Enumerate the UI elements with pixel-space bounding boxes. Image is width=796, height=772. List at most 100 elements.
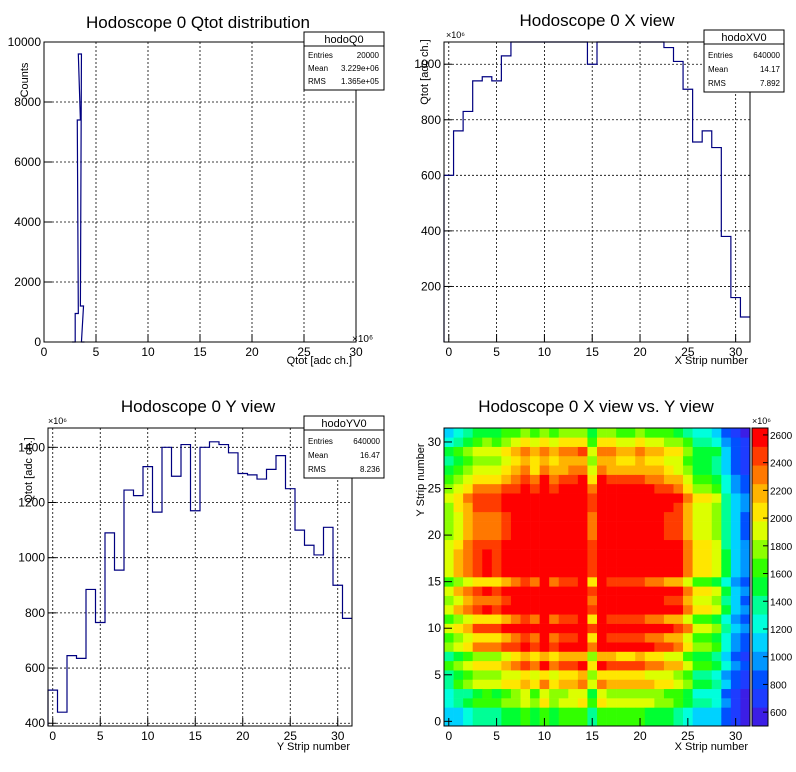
heatmap-cell-22-24 [654, 493, 665, 503]
heatmap-cell-10-19 [539, 539, 550, 550]
heatmap-cell-16-27 [597, 465, 607, 475]
heatmap-cell-2-9 [463, 632, 473, 643]
heatmap-cell-6-7 [501, 651, 512, 662]
heatmap-cell-29-11 [721, 614, 732, 624]
p2-ytick-label-2: 600 [421, 168, 441, 182]
heatmap-cell-30-31 [730, 428, 741, 438]
heatmap-cell-2-12 [463, 604, 473, 615]
heatmap-cell-12-5 [558, 670, 569, 680]
p2-ytick-label-0: 200 [421, 279, 441, 293]
heatmap-cell-30-10 [730, 623, 741, 634]
heatmap-cell-9-2 [530, 698, 540, 708]
heatmap-cell-18-16 [616, 567, 626, 578]
heatmap-cell-2-15 [463, 577, 473, 587]
heatmap-cell-19-0 [625, 716, 636, 727]
heatmap-cell-13-24 [568, 493, 579, 503]
heatmap-cell-4-14 [482, 586, 493, 596]
heatmap-cell-14-8 [577, 642, 588, 652]
heatmap-cell-3-14 [472, 586, 483, 596]
heatmap-cell-8-9 [520, 632, 531, 643]
heatmap-cell-29-17 [721, 558, 732, 568]
heatmap-cell-12-22 [558, 511, 569, 522]
heatmap-cell-27-16 [702, 567, 713, 578]
heatmap-cell-16-11 [597, 614, 607, 624]
heatmap-cell-8-11 [520, 614, 531, 624]
heatmap-cell-19-31 [625, 428, 636, 438]
heatmap-cell-9-11 [530, 614, 540, 624]
heatmap-cell-6-0 [501, 716, 512, 727]
heatmap-cell-29-28 [721, 455, 732, 466]
heatmap-cell-6-12 [501, 604, 512, 615]
heatmap-cell-1-18 [453, 549, 464, 559]
p1-xtick-label-2: 10 [141, 345, 155, 359]
heatmap-cell-14-9 [577, 632, 588, 643]
heatmap-cell-30-1 [730, 707, 741, 717]
heatmap-cell-7-9 [510, 632, 521, 643]
heatmap-cell-5-13 [491, 595, 502, 606]
heatmap-cell-23-17 [663, 558, 674, 568]
heatmap-cell-26-10 [692, 623, 703, 634]
heatmap-cell-14-11 [577, 614, 588, 624]
heatmap-cell-11-31 [549, 428, 560, 438]
heatmap-cell-6-23 [501, 502, 512, 513]
p4-ytick-label-1: 5 [434, 668, 441, 682]
heatmap-cell-1-12 [453, 604, 464, 615]
heatmap-cell-26-21 [692, 521, 703, 531]
heatmap-cell-13-15 [568, 577, 579, 587]
heatmap-cell-11-22 [549, 511, 560, 522]
heatmap-cell-15-6 [587, 660, 598, 671]
heatmap-cell-1-23 [453, 502, 464, 513]
heatmap-cell-27-28 [702, 455, 713, 466]
heatmap-cell-31-0 [740, 716, 751, 727]
heatmap-cell-8-28 [520, 455, 531, 466]
p3-xtick-label-2: 10 [141, 729, 155, 743]
heatmap-cell-21-13 [644, 595, 655, 606]
heatmap-cell-7-11 [510, 614, 521, 624]
heatmap-cell-7-28 [510, 455, 521, 466]
heatmap-cell-25-30 [683, 437, 693, 447]
heatmap-cell-11-18 [549, 549, 560, 559]
heatmap-cell-1-28 [453, 455, 464, 466]
heatmap-cell-2-27 [463, 465, 473, 475]
heatmap-cell-15-30 [587, 437, 598, 447]
heatmap-cell-8-2 [520, 698, 531, 708]
heatmap-cell-12-15 [558, 577, 569, 587]
heatmap-cell-26-23 [692, 502, 703, 513]
panel1-stats-label-2: RMS [308, 77, 326, 86]
heatmap-cell-7-1 [510, 707, 521, 717]
heatmap-cell-6-6 [501, 660, 512, 671]
heatmap-cell-25-15 [683, 577, 693, 587]
heatmap-cell-19-17 [625, 558, 636, 568]
heatmap-cell-26-9 [692, 632, 703, 643]
heatmap-cell-28-12 [711, 604, 722, 615]
heatmap-cell-26-19 [692, 539, 703, 550]
heatmap-cell-14-21 [577, 521, 588, 531]
heatmap-cell-19-1 [625, 707, 636, 717]
heatmap-cell-9-12 [530, 604, 540, 615]
heatmap-cell-14-4 [577, 679, 588, 690]
heatmap-cell-7-18 [510, 549, 521, 559]
heatmap-cell-18-25 [616, 483, 626, 494]
heatmap-cell-10-22 [539, 511, 550, 522]
heatmap-cell-17-1 [606, 707, 617, 717]
panel2-stats-box: hodoXV0 Entries 640000 Mean 14.17 RMS 7.… [703, 29, 785, 93]
heatmap-cell-28-8 [711, 642, 722, 652]
palette-swatch-3 [752, 651, 768, 671]
heatmap-cell-21-12 [644, 604, 655, 615]
heatmap-cell-10-13 [539, 595, 550, 606]
heatmap-cell-3-22 [472, 511, 483, 522]
heatmap-cell-2-28 [463, 455, 473, 466]
heatmap-cell-13-9 [568, 632, 579, 643]
p3-ytick-label-3: 1000 [18, 551, 45, 565]
heatmap-cell-27-10 [702, 623, 713, 634]
heatmap-cell-11-3 [549, 688, 560, 699]
heatmap-cell-31-1 [740, 707, 751, 717]
heatmap-cell-15-24 [587, 493, 598, 503]
heatmap-cell-31-10 [740, 623, 751, 634]
heatmap-cell-23-3 [663, 688, 674, 699]
heatmap-cell-16-8 [597, 642, 607, 652]
heatmap-cell-30-20 [730, 530, 741, 541]
heatmap-cell-18-30 [616, 437, 626, 447]
p1-ytick-label-3: 6000 [14, 155, 41, 169]
heatmap-cell-14-29 [577, 446, 588, 457]
